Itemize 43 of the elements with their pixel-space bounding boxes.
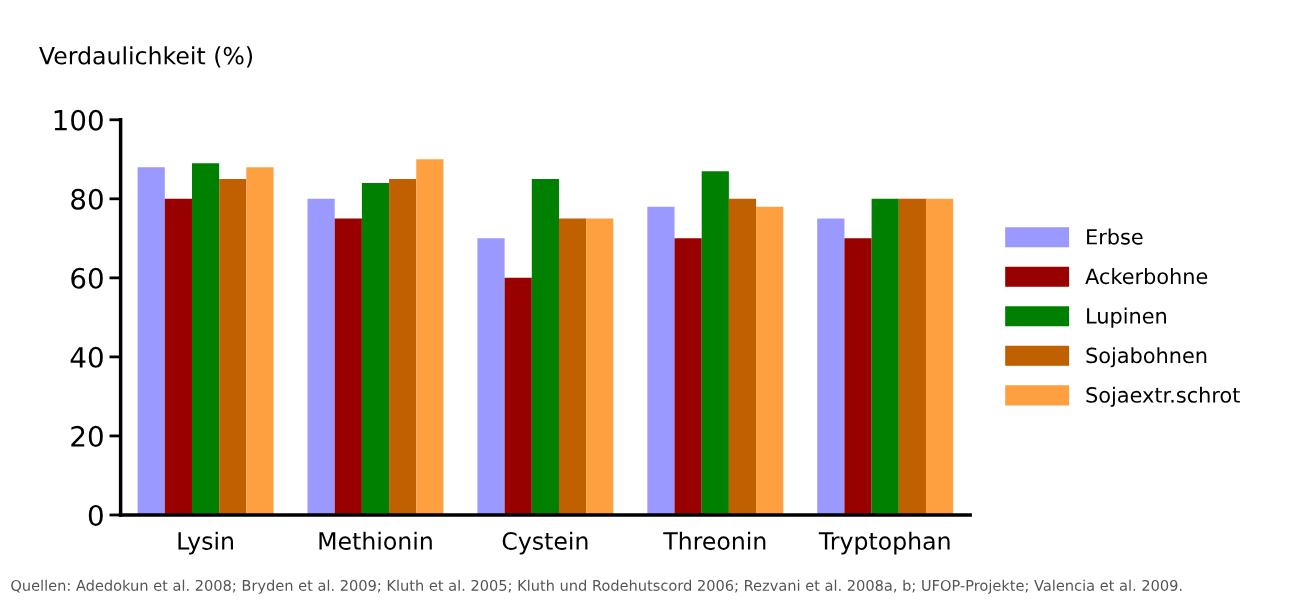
y-tick-label: 100 [54,109,103,131]
bar [871,198,899,515]
bar [164,198,192,515]
y-tick-label: 0 [88,504,103,526]
legend-label: Erbse [1087,228,1143,245]
bar [898,198,926,515]
y-tick-label: 20 [71,425,103,447]
bar [246,167,274,515]
bar [647,206,675,515]
bar [504,277,532,515]
y-tick-label: 40 [70,346,103,368]
bar [701,171,729,515]
bar [307,198,335,515]
bar [137,167,165,515]
y-tick-label: 60 [71,267,103,289]
bar [558,218,587,515]
bar [416,159,444,515]
bar [477,238,505,515]
bar [334,218,362,515]
bar [674,238,702,515]
bar [191,163,220,515]
bar [817,218,845,515]
bar [361,183,390,515]
bar [586,218,614,515]
source-note: Quellen: Adedokun et al. 2008; Bryden et al. 2009; Kluth et al. 2005; Kluth und Rodehutscord 2006; Rezvani et al. 2008a, b; UFOP-Projekte; Valencia et al. 2009. [11,579,1182,594]
legend-label: Ackerbohne [1085,268,1208,285]
bar [728,198,757,515]
bar [925,198,954,515]
x-tick-label: Methionin [319,531,432,550]
x-tick-label: Cystein [502,531,588,555]
legend-label: Sojaextr.schrot [1086,386,1240,407]
y-axis-title: Verdaulichkeit (%) [39,46,253,68]
y-tick-label: 80 [71,188,103,210]
x-tick-label: Lysin [178,531,233,555]
bar [844,238,872,515]
x-tick-label: Threonin [663,531,766,550]
bar [219,179,247,515]
x-tick-label: Tryptophan [818,531,950,555]
bar [756,206,784,515]
legend-label: Lupinen [1087,307,1166,328]
bar [531,179,559,515]
legend-label: Sojabohnen [1086,347,1207,368]
bar [389,179,417,515]
